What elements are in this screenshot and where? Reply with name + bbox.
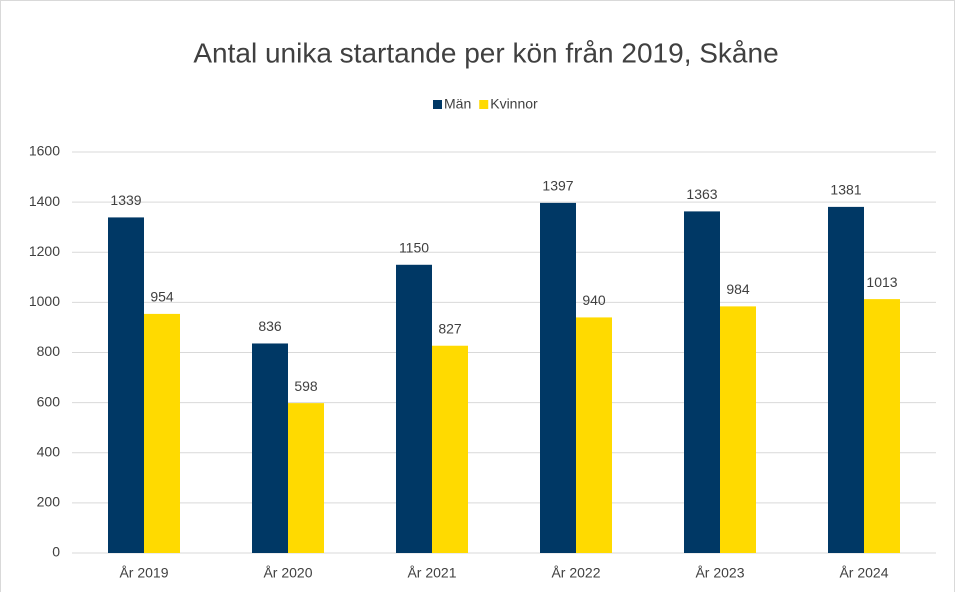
chart-title: Antal unika startande per kön från 2019,…: [193, 37, 778, 68]
data-label: 1363: [686, 186, 717, 202]
bar: [432, 345, 468, 553]
y-tick-label: 1200: [29, 243, 60, 259]
bar: [828, 206, 864, 553]
bar: [108, 217, 144, 553]
y-tick-label: 1000: [29, 293, 60, 309]
data-label: 940: [582, 292, 606, 308]
legend-swatch: [433, 100, 442, 109]
data-label: 1381: [830, 182, 861, 198]
x-tick-label: År 2021: [407, 565, 456, 581]
legend-swatch: [479, 100, 489, 109]
data-label: 1013: [866, 274, 897, 290]
bar: [144, 313, 180, 553]
y-tick-label: 400: [37, 443, 61, 459]
y-tick-label: 800: [37, 343, 61, 359]
bar: [684, 211, 720, 553]
legend-label: Män: [444, 96, 471, 112]
bar: [576, 317, 612, 553]
bar: [720, 306, 756, 553]
bar: [540, 202, 576, 553]
data-label: 598: [294, 378, 318, 394]
x-tick-label: År 2022: [551, 565, 600, 581]
data-label: 1150: [399, 239, 429, 255]
y-tick-label: 1400: [29, 193, 60, 209]
data-label: 827: [438, 320, 462, 336]
data-label: 1339: [110, 192, 141, 208]
y-tick-label: 0: [52, 544, 60, 560]
data-label: 954: [150, 289, 174, 305]
x-tick-label: År 2019: [119, 565, 168, 581]
legend-label: Kvinnor: [490, 96, 538, 112]
x-tick-label: År 2020: [263, 565, 312, 581]
bar: [396, 264, 432, 553]
bar: [288, 403, 324, 553]
y-tick-label: 200: [37, 494, 61, 510]
y-tick-label: 600: [37, 393, 61, 409]
bar: [864, 299, 900, 553]
data-label: 984: [726, 281, 750, 297]
x-tick-label: År 2023: [695, 565, 744, 581]
data-label: 1397: [542, 178, 573, 194]
x-tick-label: År 2024: [839, 565, 888, 581]
bar: [252, 343, 288, 553]
y-tick-label: 1600: [29, 143, 60, 159]
data-label: 836: [258, 318, 282, 334]
